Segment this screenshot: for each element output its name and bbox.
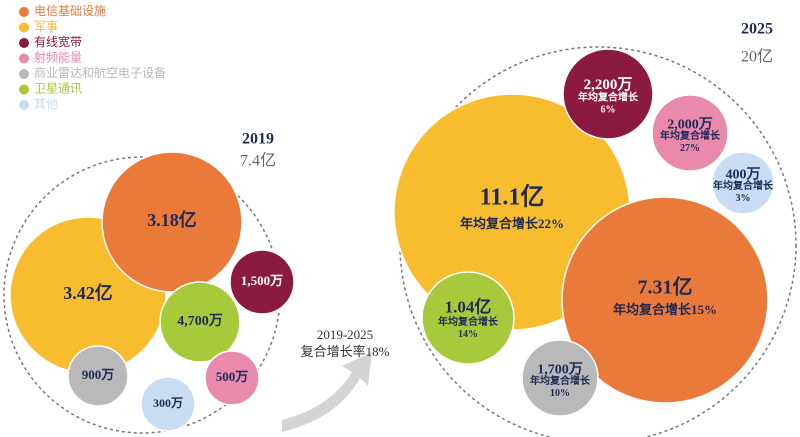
- legend-swatch: [19, 22, 29, 33]
- bubble: [101, 151, 243, 293]
- bubble-value: 4,700万: [177, 313, 223, 329]
- bubble: [421, 271, 515, 365]
- year-label: 2019: [242, 131, 274, 148]
- legend-label: 电信基础设施: [34, 4, 106, 18]
- bubble-value: 11.1亿: [480, 183, 545, 210]
- legend-label: 军事: [34, 19, 58, 33]
- bubble: [67, 345, 129, 407]
- legend-label: 卫星通讯: [34, 81, 82, 95]
- legend-swatch: [19, 38, 29, 48]
- bubble-value: 2,000万: [667, 117, 713, 133]
- bubble-value: 7.31亿: [638, 275, 693, 299]
- bubble-value: 400万: [726, 167, 761, 183]
- bubble: [159, 281, 241, 363]
- bubble-value: 500万: [216, 369, 249, 384]
- bubble-growth: 年均复合增长 14%: [438, 315, 499, 340]
- bubble-growth: 年均复合增长 27%: [660, 129, 721, 154]
- legend-swatch: [19, 84, 29, 95]
- bubble-value: 3.18亿: [147, 209, 197, 230]
- bubble: [204, 350, 260, 406]
- total-label: 20亿: [741, 48, 773, 66]
- legend-swatch: [19, 100, 29, 110]
- growth-arrow: [282, 352, 372, 432]
- bubble: [561, 196, 769, 404]
- legend-swatch: [19, 7, 29, 17]
- group-outline: [399, 46, 797, 437]
- bubble-growth: 年均复合增长 6%: [578, 91, 639, 116]
- legend-label: 射频能量: [34, 49, 82, 64]
- legend-swatch: [19, 53, 29, 64]
- bubble-growth: 年均复合增长22%: [460, 216, 564, 231]
- bubble-growth: 年均复合增长 3%: [713, 179, 774, 204]
- bubble: [711, 151, 775, 215]
- bubble-growth: 年均复合增长 10%: [530, 374, 591, 399]
- cagr-note: 复合增长率18%: [301, 344, 390, 359]
- bubble: [140, 376, 196, 432]
- bubble-value: 1,500万: [241, 273, 283, 288]
- bubble: [521, 339, 599, 417]
- cagr-note: 2019-2025: [317, 327, 373, 342]
- bubble-value: 900万: [82, 367, 115, 382]
- legend-label: 商业雷达和航空电子设备: [34, 65, 166, 80]
- bubble: [562, 48, 654, 140]
- bubble-value: 1.04亿: [445, 297, 492, 317]
- bubble-value: 3.42亿: [63, 282, 113, 303]
- bubble-value: 300万: [153, 396, 183, 410]
- legend-swatch: [19, 69, 29, 79]
- bubble-growth: 年均复合增长15%: [613, 302, 717, 317]
- bubble: [651, 94, 729, 172]
- bubble-value: 2,200万: [584, 76, 633, 93]
- bubble: [229, 249, 295, 315]
- bubble-value: 1,700万: [537, 362, 583, 378]
- year-label: 2025: [741, 21, 773, 38]
- total-label: 7.4亿: [240, 152, 276, 170]
- legend-label: 有线宽带: [34, 34, 82, 49]
- legend-label: 其他: [34, 97, 58, 111]
